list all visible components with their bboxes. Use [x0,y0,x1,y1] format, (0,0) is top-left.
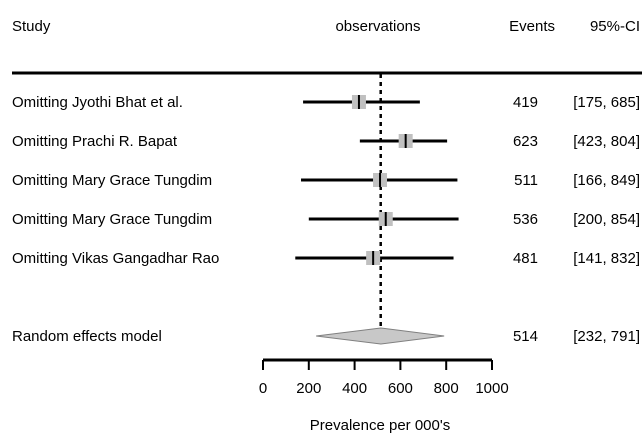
ci-value: [141, 832] [573,250,640,267]
summary-ci-value: [232, 791] [573,328,640,345]
header-study: Study [12,18,51,35]
x-tick-label: 0 [259,380,267,397]
summary-diamond [316,327,445,345]
events-value: 511 [514,172,538,189]
summary-label: Random effects model [12,328,162,345]
summary-events-value: 514 [513,328,538,345]
x-tick-label: 600 [388,380,413,397]
ci-value: [423, 804] [573,133,640,150]
ci-value: [175, 685] [573,94,640,111]
events-value: 536 [513,211,538,228]
plot-area: Omitting Jyothi Bhat et al. 419 [175, 685]… [12,74,640,397]
study-label: Omitting Vikas Gangadhar Rao [12,250,219,267]
events-value: 481 [513,250,538,267]
x-tick-label: 400 [342,380,367,397]
events-value: 623 [513,133,538,150]
ci-value: [200, 854] [573,211,640,228]
ci-value: [166, 849] [573,172,640,189]
x-tick-label: 1000 [475,380,508,397]
x-tick-label: 200 [296,380,321,397]
events-value: 419 [513,94,538,111]
header-observations: observations [335,18,420,35]
x-tick-label: 800 [434,380,459,397]
header-events: Events [509,18,555,35]
study-label: Omitting Mary Grace Tungdim [12,211,212,228]
study-label: Omitting Mary Grace Tungdim [12,172,212,189]
study-label: Omitting Jyothi Bhat et al. [12,94,183,111]
header-ci: 95%-CI [590,18,640,35]
x-axis-label: Prevalence per 000's [310,417,450,434]
study-label: Omitting Prachi R. Bapat [12,133,178,150]
